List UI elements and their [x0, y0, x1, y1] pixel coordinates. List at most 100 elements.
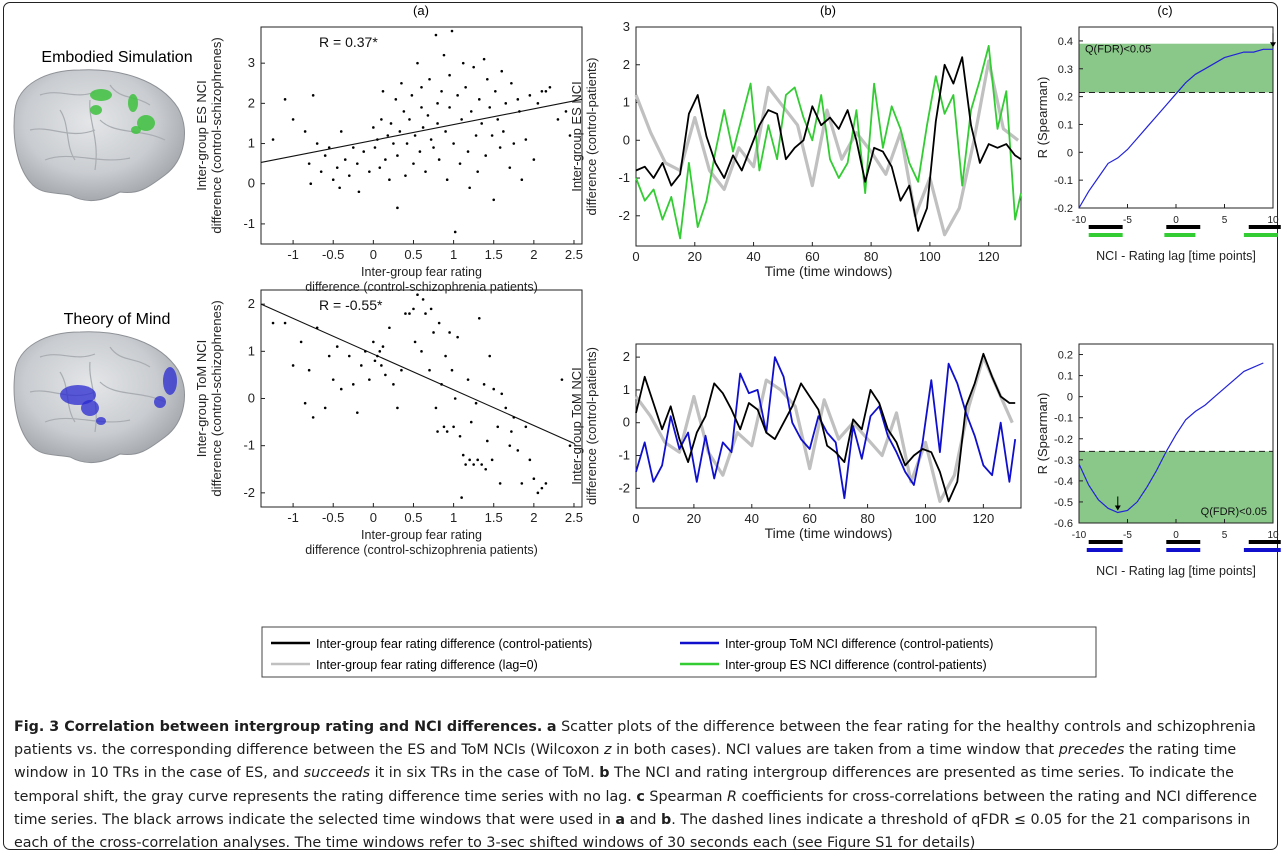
- scatter-point: [373, 146, 377, 149]
- scatter-point: [376, 354, 379, 358]
- y-tick-label: -0.2: [1054, 434, 1073, 446]
- scatter-point: [396, 206, 399, 210]
- x-tick-label: 20: [688, 249, 702, 264]
- scatter-point: [540, 89, 544, 93]
- caption-part: coefficients for cross-correlations betw…: [14, 788, 1258, 828]
- scatter-point: [532, 158, 536, 161]
- scatter-point: [378, 166, 382, 169]
- x-axis-label: difference (control-schizophrenia patien…: [305, 280, 538, 294]
- x-tick-label: 40: [745, 511, 759, 526]
- scatter-point: [376, 138, 379, 141]
- caption-part: it in six TRs in the case of ToM.: [370, 765, 600, 782]
- scatter-point: [408, 312, 411, 315]
- scatter-point: [356, 162, 359, 165]
- legend-label-fear-lag0: Inter-group fear rating difference (lag=…: [316, 658, 538, 672]
- y-axis-label: difference (control-schizophrenes): [209, 37, 224, 233]
- scatter-point: [331, 378, 335, 381]
- scatter-point: [413, 134, 417, 137]
- selected-lag-arrowhead: [1114, 505, 1121, 511]
- scatter-point: [448, 331, 451, 334]
- y-tick-label: -0.5: [1054, 497, 1073, 509]
- scatter-point: [490, 134, 494, 137]
- y-tick-label: 0: [623, 132, 630, 147]
- scatter-point: [472, 463, 475, 466]
- scatter-point: [498, 146, 502, 149]
- scatter-point: [500, 69, 504, 73]
- scatter-point: [380, 118, 383, 121]
- caption-part: precedes: [1058, 742, 1125, 759]
- row-title-es: Embodied Simulation: [41, 49, 192, 66]
- scatter-point: [500, 392, 504, 396]
- scatter-point: [384, 373, 387, 377]
- x-tick-label: 0: [1173, 530, 1179, 541]
- x-axis-label: Inter-group fear rating: [361, 265, 482, 279]
- series-line-fear_lag0: [634, 59, 1020, 237]
- scatter-point: [331, 178, 335, 182]
- scatter-point: [356, 411, 359, 414]
- scatter-point: [418, 150, 422, 153]
- scatter-point: [520, 178, 524, 182]
- scatter-point: [536, 102, 540, 105]
- scatter-point: [468, 458, 471, 462]
- caption-part: . The dashed lines indicate a threshold …: [14, 811, 1251, 852]
- x-tick-label: 100: [919, 249, 941, 264]
- y-tick-label: -0.2: [1054, 203, 1073, 215]
- scatter-point: [448, 106, 451, 109]
- regression-line: [260, 98, 583, 163]
- x-tick-label: 10: [1267, 530, 1279, 541]
- scatter-point: [437, 158, 441, 161]
- y-axis-label: Inter-group ToM NCI: [569, 367, 584, 485]
- scatter-point: [432, 331, 435, 334]
- y-tick-label: 2: [623, 57, 630, 72]
- caption-part: and: [625, 811, 662, 828]
- correlation-annotation: R = -0.55*: [319, 297, 383, 313]
- scatter-point: [343, 158, 347, 161]
- y-tick-label: 0.2: [1058, 92, 1073, 104]
- caption-part: succeeds: [303, 765, 371, 782]
- y-tick-label: -2: [243, 485, 255, 500]
- scatter-point: [450, 368, 454, 372]
- x-tick-label: 5: [1222, 530, 1228, 541]
- scatter-point: [405, 142, 409, 145]
- x-tick-label: 0: [370, 510, 377, 525]
- scatter-point: [368, 378, 371, 381]
- scatter-point: [532, 477, 536, 480]
- x-tick-label: 120: [978, 249, 1000, 264]
- scatter-point: [496, 118, 500, 121]
- x-axis-label: Time (time windows): [765, 525, 893, 541]
- scatter-point: [315, 142, 319, 145]
- scatter-point: [504, 406, 508, 410]
- scatter-point: [394, 98, 398, 101]
- scatter-point: [524, 138, 528, 141]
- panel-label-b: (b): [820, 3, 836, 18]
- scatter-point: [528, 94, 532, 97]
- y-tick-label: -0.1: [1054, 175, 1073, 187]
- y-tick-label: -0.4: [1054, 476, 1073, 488]
- scatter-point: [504, 102, 508, 105]
- scatter-point: [469, 110, 473, 113]
- scatter-point: [309, 182, 313, 186]
- scatter-point: [444, 354, 447, 358]
- scatter-point: [381, 89, 385, 93]
- correlation-annotation: R = 0.37*: [319, 34, 378, 50]
- y-axis-label: R (Spearman): [1035, 77, 1050, 159]
- scatter-point: [498, 482, 502, 485]
- chart-xcorr-es: -10 -5 0 5 10 -0.2 -0.1 0 0.1 0.2 0.3 0.4 NCI - Rati…: [1035, 26, 1281, 263]
- scatter-point: [488, 106, 492, 109]
- y-axis-label: difference (control-patients): [584, 347, 599, 505]
- scatter-point: [477, 317, 481, 320]
- scatter-point: [388, 178, 391, 182]
- scatter-point: [445, 430, 449, 433]
- scatter-point: [402, 110, 406, 113]
- scatter-point: [472, 65, 475, 69]
- scatter-point: [307, 162, 311, 165]
- scatter-point: [512, 416, 516, 419]
- figure-caption: Fig. 3 Correlation between intergroup ra…: [14, 716, 1272, 855]
- y-axis-label: Inter-group ToM NCI: [194, 340, 209, 458]
- chart-scatter-es: -1 -0.5 0 0.5 1 1.5 2 2.5 -1 0 1 2 3 Inter-group fear…: [194, 26, 583, 294]
- x-tick-label: -5: [1123, 215, 1132, 226]
- y-tick-label: -0.6: [1054, 518, 1073, 530]
- scatter-point: [412, 162, 415, 165]
- y-axis-label: difference (control-schizophrenes): [209, 300, 224, 496]
- scatter-point: [388, 326, 391, 330]
